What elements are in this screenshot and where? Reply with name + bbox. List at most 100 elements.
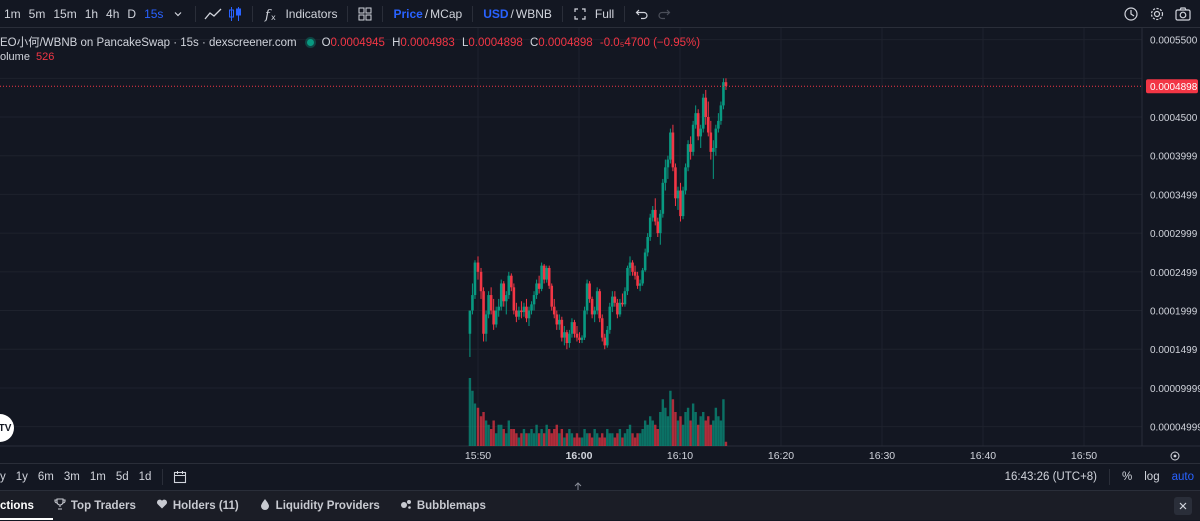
volume-bar bbox=[664, 407, 667, 446]
line-chart-icon[interactable] bbox=[202, 3, 224, 25]
candle-body bbox=[507, 275, 511, 296]
range-y[interactable]: y bbox=[0, 470, 6, 483]
collapse-panel-icon[interactable] bbox=[1174, 497, 1192, 515]
volume-bar bbox=[611, 433, 614, 446]
candle-body bbox=[590, 298, 594, 315]
candle-body bbox=[603, 337, 607, 346]
percent-toggle[interactable]: % bbox=[1122, 471, 1133, 483]
candle-body bbox=[714, 128, 718, 148]
price-chart[interactable]: 0.0004898 0.0005500 0.0004500 0.0003999 0.00… bbox=[0, 28, 1200, 463]
volume-bar bbox=[666, 416, 670, 446]
candle-body bbox=[605, 329, 609, 346]
range-3m[interactable]: 3m bbox=[63, 470, 80, 483]
candle-body bbox=[722, 82, 725, 106]
candle-body bbox=[641, 270, 644, 284]
volume-bar bbox=[684, 412, 687, 446]
candle-body bbox=[704, 97, 708, 118]
timeframe-15s[interactable]: 15s bbox=[144, 6, 164, 21]
symbol-title: EO小何/WBNB on PancakeSwap · 15s · dexscre… bbox=[0, 37, 297, 49]
candle-body bbox=[471, 295, 474, 311]
candlestick-icon[interactable] bbox=[224, 3, 246, 25]
volume-bar bbox=[515, 433, 518, 446]
layout-grid-icon[interactable] bbox=[354, 3, 376, 25]
candle-body bbox=[664, 167, 667, 183]
volume-bar bbox=[580, 437, 584, 446]
range-1d[interactable]: 1d bbox=[138, 470, 152, 483]
candle-body bbox=[512, 287, 516, 311]
volume-bar bbox=[712, 420, 715, 446]
candle-body bbox=[719, 105, 723, 121]
tab-bubblemaps[interactable]: Bubblemaps bbox=[390, 498, 496, 513]
y-tick-label: 0.0005500 bbox=[1150, 36, 1198, 47]
alert-clock-icon[interactable] bbox=[1120, 3, 1142, 25]
auto-toggle[interactable]: auto bbox=[1171, 471, 1194, 483]
tab-top-traders[interactable]: Top Traders bbox=[44, 498, 146, 513]
candle-body bbox=[482, 291, 485, 334]
volume-bar bbox=[545, 424, 548, 446]
candle-body bbox=[636, 275, 639, 286]
candle-body bbox=[484, 314, 488, 334]
candle-body bbox=[563, 332, 566, 338]
wbnb-toggle[interactable]: WBNB bbox=[515, 6, 552, 21]
volume-bar bbox=[676, 420, 680, 446]
tradingview-logo[interactable]: TV bbox=[0, 414, 14, 442]
range-bar-right: 16:43:26 (UTC+8) % log auto bbox=[999, 464, 1200, 490]
volume-bar bbox=[613, 437, 617, 446]
open-value: 0.0004945 bbox=[330, 37, 385, 49]
timeframe-4h[interactable]: 4h bbox=[106, 6, 120, 21]
volume-bar bbox=[588, 433, 591, 446]
candle-body bbox=[545, 267, 548, 280]
volume-bar bbox=[510, 429, 513, 446]
volume-bar bbox=[646, 424, 649, 446]
full-button[interactable]: Full bbox=[594, 6, 615, 21]
indicators-button[interactable]: Indicators bbox=[285, 6, 338, 21]
volume-bar bbox=[621, 437, 624, 446]
clock-time[interactable]: 16:43:26 (UTC+8) bbox=[1004, 471, 1098, 483]
time-scale-settings-icon bbox=[1170, 451, 1180, 461]
candle-body bbox=[468, 310, 472, 334]
toolbar-divider bbox=[347, 5, 349, 22]
last-price-label-bg bbox=[1146, 79, 1198, 94]
volume-bar bbox=[502, 429, 505, 446]
candle-body bbox=[669, 132, 672, 160]
range-divider bbox=[162, 468, 164, 485]
timeframe-1m[interactable]: 1m bbox=[4, 6, 21, 21]
x-tick-label: 16:30 bbox=[869, 450, 895, 462]
mcap-toggle[interactable]: MCap bbox=[430, 6, 463, 21]
timeframe-15m[interactable]: 15m bbox=[53, 6, 77, 21]
volume-bar bbox=[699, 416, 702, 446]
tab-transactions[interactable]: ctions bbox=[0, 500, 44, 512]
range-1y[interactable]: 1y bbox=[15, 470, 28, 483]
tab-liquidity-providers[interactable]: Liquidity Providers bbox=[249, 498, 390, 513]
candle-body bbox=[578, 337, 581, 340]
range-1m[interactable]: 1m bbox=[89, 470, 106, 483]
redo-icon[interactable] bbox=[653, 3, 675, 25]
usd-wbnb-separator: / bbox=[510, 6, 514, 21]
usd-toggle[interactable]: USD bbox=[483, 6, 509, 21]
range-6m[interactable]: 6m bbox=[37, 470, 54, 483]
range-5d[interactable]: 5d bbox=[115, 470, 129, 483]
range-divider bbox=[1109, 469, 1111, 485]
chevron-down-icon[interactable] bbox=[167, 3, 189, 25]
timeframe-1h[interactable]: 1h bbox=[84, 6, 99, 21]
volume-bar bbox=[585, 433, 589, 446]
calendar-range-icon[interactable] bbox=[169, 466, 191, 488]
candle-body bbox=[706, 117, 710, 133]
undo-icon[interactable] bbox=[631, 3, 653, 25]
candle-body bbox=[499, 283, 503, 307]
fullscreen-icon[interactable] bbox=[569, 3, 591, 25]
tab-holders[interactable]: Holders (11) bbox=[146, 498, 249, 513]
candle-body bbox=[520, 310, 523, 313]
volume-bar bbox=[505, 433, 508, 446]
candle-body bbox=[674, 167, 677, 199]
camera-icon[interactable] bbox=[1172, 3, 1194, 25]
volume-bar bbox=[638, 433, 642, 446]
timeframe-5m[interactable]: 5m bbox=[28, 6, 46, 21]
volume-bar bbox=[671, 399, 675, 446]
candle-body bbox=[555, 314, 559, 325]
settings-gear-icon[interactable] bbox=[1146, 3, 1168, 25]
price-toggle[interactable]: Price bbox=[393, 6, 423, 21]
log-toggle[interactable]: log bbox=[1144, 471, 1160, 483]
timeframe-d[interactable]: D bbox=[127, 6, 137, 21]
